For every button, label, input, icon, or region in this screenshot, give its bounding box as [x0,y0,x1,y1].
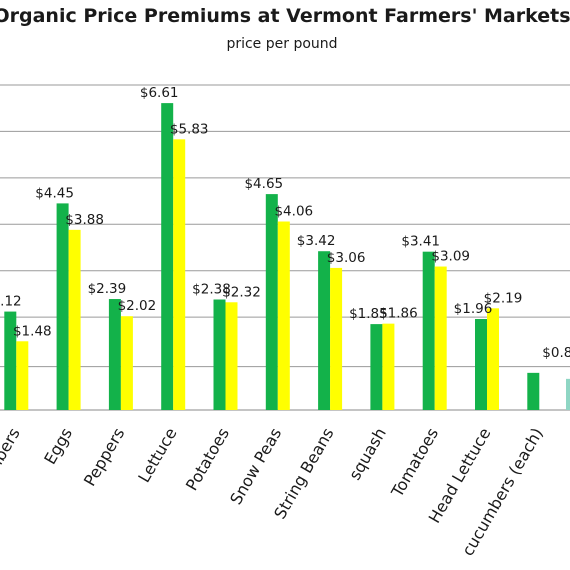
data-label: $6.61 [140,85,179,101]
data-label: $4.06 [274,204,313,220]
x-tick-label: Snow Peas [226,425,285,508]
bar-series1-3 [108,299,121,410]
bar-series1-4 [161,103,174,410]
bar-series1-7 [318,251,331,410]
bar-series2-9 [434,266,447,410]
data-label: $2.19 [484,290,523,306]
x-tick-label: Eggs [40,425,76,468]
x-tick-label: squash [345,425,390,484]
x-axis-tick-labels: ncucumbersEggsPeppersLettucePotatoesSnow… [0,425,547,560]
x-tick-label: Lettuce [134,425,180,486]
bar-series1-6 [265,194,278,410]
bar-series2-5 [225,302,238,410]
data-label: $2.32 [222,284,261,300]
bar-series1-11 [527,372,540,410]
data-labels: 1$0.58$2.12$1.48$4.45$3.88$2.39$2.02$6.6… [0,85,570,361]
bar-series1-10 [475,319,487,410]
chart-subtitle: price per pound [226,36,337,52]
data-label: $1.86 [379,306,418,322]
bars [4,103,570,411]
chart-title: Organic Price Premiums at Vermont Farmer… [0,5,570,27]
data-label: $2.12 [0,294,22,310]
data-label: $2.39 [88,281,127,297]
data-label: $3.09 [431,249,470,265]
bar-series2-3 [120,316,133,410]
bar-series1-8 [370,324,383,410]
bar-series1-5 [213,299,226,410]
data-label: $2.02 [118,298,157,314]
bar-series2-7 [330,267,343,410]
data-label: $2.38 [192,282,231,298]
bar-series2-8 [382,323,395,410]
data-label: $3.06 [327,250,366,266]
bar-series2-6 [277,221,290,410]
bar-series2-10 [487,308,499,410]
data-label: $3.88 [65,212,104,228]
data-label: $1.48 [13,323,52,339]
x-tick-label: Tomatoes [387,425,442,502]
x-tick-label: cucumbers [0,425,24,511]
data-label: $4.65 [244,176,283,192]
bar-series2-2 [68,229,81,410]
bar-partial-edge [566,378,570,410]
data-label: $5.83 [170,121,209,137]
data-label: $3.42 [297,233,336,249]
data-label: $3.41 [401,234,440,250]
x-tick-label: Peppers [80,425,128,490]
x-tick-label: Potatoes [182,425,233,494]
bar-series1-9 [422,251,435,410]
data-label: $4.45 [35,185,74,201]
data-label: $1.85 [349,306,388,322]
bar-series1-2 [56,203,69,410]
bar-series2-1 [16,341,29,410]
data-label: $1.96 [454,301,493,317]
bar-series1-1 [4,311,17,410]
data-label: $0.8 [542,345,570,361]
bar-series2-4 [173,139,186,411]
